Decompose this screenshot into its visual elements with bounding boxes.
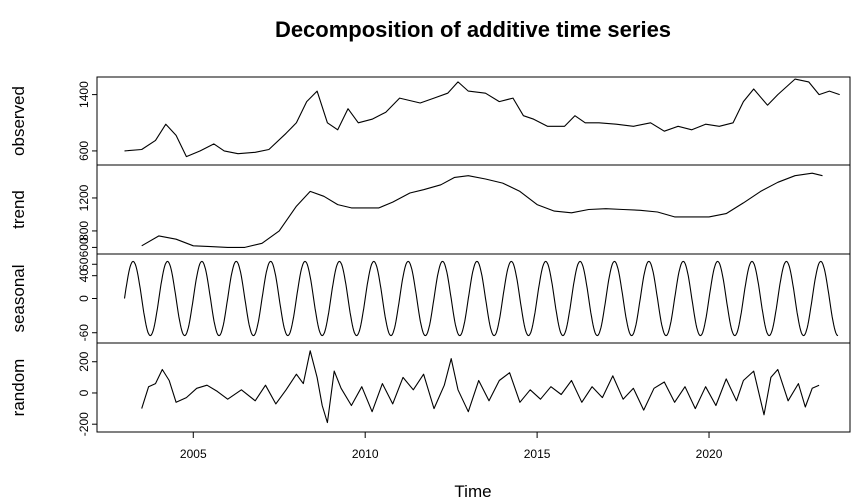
panel-label-observed: observed [9,86,28,156]
panel-label-seasonal: seasonal [9,264,28,332]
x-axis: 2005 2010 2015 2020 [180,432,723,461]
x-tick-label: 2015 [524,447,551,461]
panel-label-random: random [9,359,28,417]
panel-random: -200 0 200 random [9,342,851,436]
panels-group: 6001400observed6008001200trend-6004060se… [9,76,851,436]
y-tick-label-seasonal: -60 [77,324,91,342]
y-tick-label-seasonal: 60 [77,257,91,271]
panel-observed: 600 1400 observed [9,76,851,166]
series-line-random [141,350,820,424]
y-tick-label-trend: 1200 [77,184,91,211]
y-tick-label-seasonal: 0 [77,295,91,302]
panel-frame [96,164,851,255]
y-tick-label-random: -200 [77,412,91,436]
panel-frame [96,342,851,433]
x-tick-label: 2020 [696,447,723,461]
y-tick-label-random: 200 [77,351,91,371]
panel-frame [96,76,851,166]
panel-label-trend: trend [9,190,28,229]
y-tick-label-observed: 1400 [77,81,91,108]
x-tick-label: 2005 [180,447,207,461]
chart-title: Decomposition of additive time series [275,17,671,42]
x-tick-label: 2010 [352,447,379,461]
y-tick-label-trend: 600 [77,237,91,257]
x-axis-label: Time [454,482,491,501]
series-line-seasonal [123,260,839,337]
y-tick-label-observed: 600 [77,141,91,161]
series-line-observed [124,78,840,158]
y-tick-label-seasonal: 40 [77,269,91,283]
y-tick-label-random: 0 [77,389,91,396]
y-tick-label-trend: 800 [77,221,91,241]
series-line-trend [141,172,823,248]
